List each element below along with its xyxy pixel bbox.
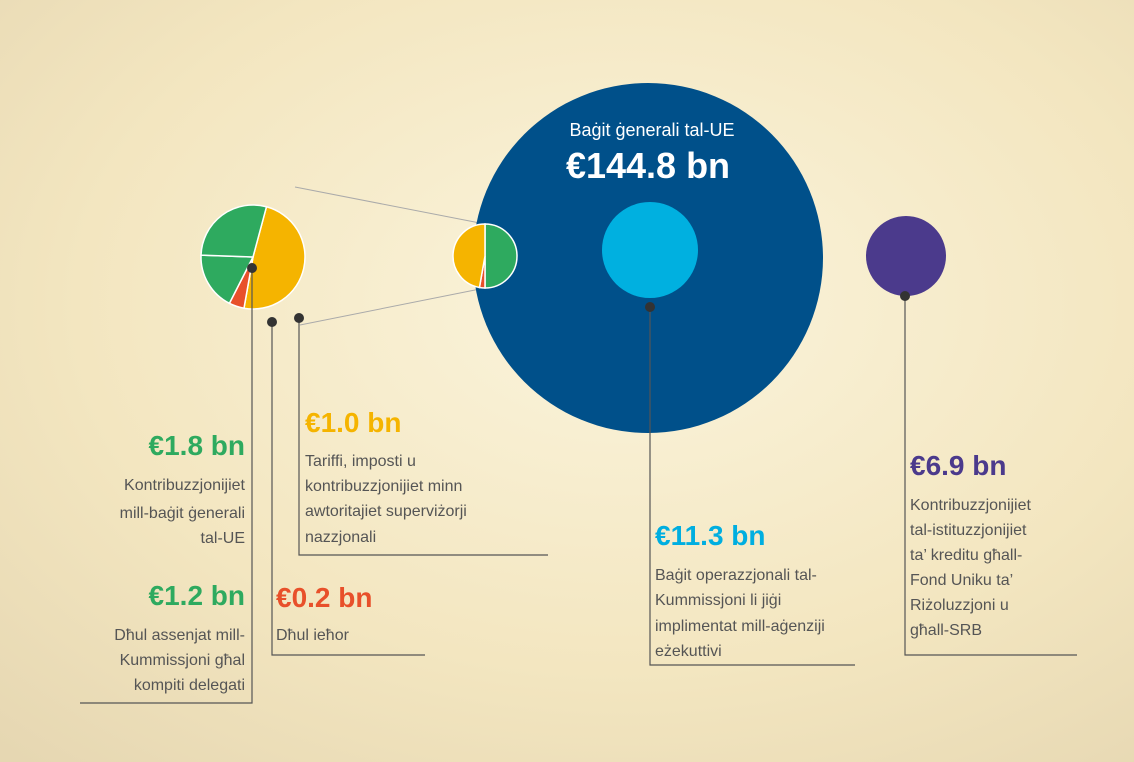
amount: €0.2 bn [276, 582, 372, 613]
description: eżekuttivi [655, 643, 722, 660]
amount: €11.3 bn [655, 520, 766, 551]
description: Tariffi, imposti u [305, 453, 416, 470]
pie-slice [484, 223, 518, 289]
pie-slice [452, 223, 486, 289]
description: kompiti delegati [134, 677, 245, 694]
description: tal-istituzzjonijiet [910, 522, 1027, 539]
description: Baġit operazzjonali tal- [655, 567, 817, 584]
main-amount: €144.8 bn [566, 145, 730, 186]
main-title: Baġit ġenerali tal-UE [569, 120, 734, 140]
description: awtoritajiet superviżorji [305, 503, 467, 520]
amount: €1.8 bn [149, 430, 245, 461]
description: mill-baġit ġenerali [120, 505, 245, 522]
description: Kummissjoni għal [120, 652, 245, 669]
pie-slice [200, 254, 255, 305]
description: implimentat mill-aġenziji [655, 618, 825, 635]
pie-slice [200, 204, 268, 258]
amount: €6.9 bn [910, 450, 1006, 481]
pie-slice [243, 205, 306, 310]
pie-small [452, 223, 518, 289]
description: Fond Uniku ta’ [910, 572, 1013, 589]
amount: €1.0 bn [305, 407, 401, 438]
amount: €1.2 bn [149, 580, 245, 611]
description: Kontribuzzjonijiet [910, 497, 1032, 514]
description: tal-UE [201, 530, 245, 547]
description: kontribuzzjonijiet minn [305, 478, 462, 495]
zoom-line [299, 287, 486, 326]
srb-circle [866, 216, 946, 296]
description: Dħul ieħor [276, 627, 350, 644]
description: Dħul assenjat mill- [114, 627, 245, 644]
description: ta’ kreditu għall- [910, 547, 1022, 564]
description: nazzjonali [305, 529, 376, 546]
leaders [80, 268, 1077, 704]
pie [200, 204, 306, 310]
agency-circle [602, 202, 698, 298]
zoom-line [294, 186, 486, 225]
description: Kummissjoni li jiġi [655, 592, 781, 609]
description: Kontribuzzjonijiet [124, 477, 246, 494]
description: Riżoluzzjoni u [910, 597, 1009, 614]
description: għall-SRB [910, 622, 982, 639]
dots [247, 263, 910, 327]
